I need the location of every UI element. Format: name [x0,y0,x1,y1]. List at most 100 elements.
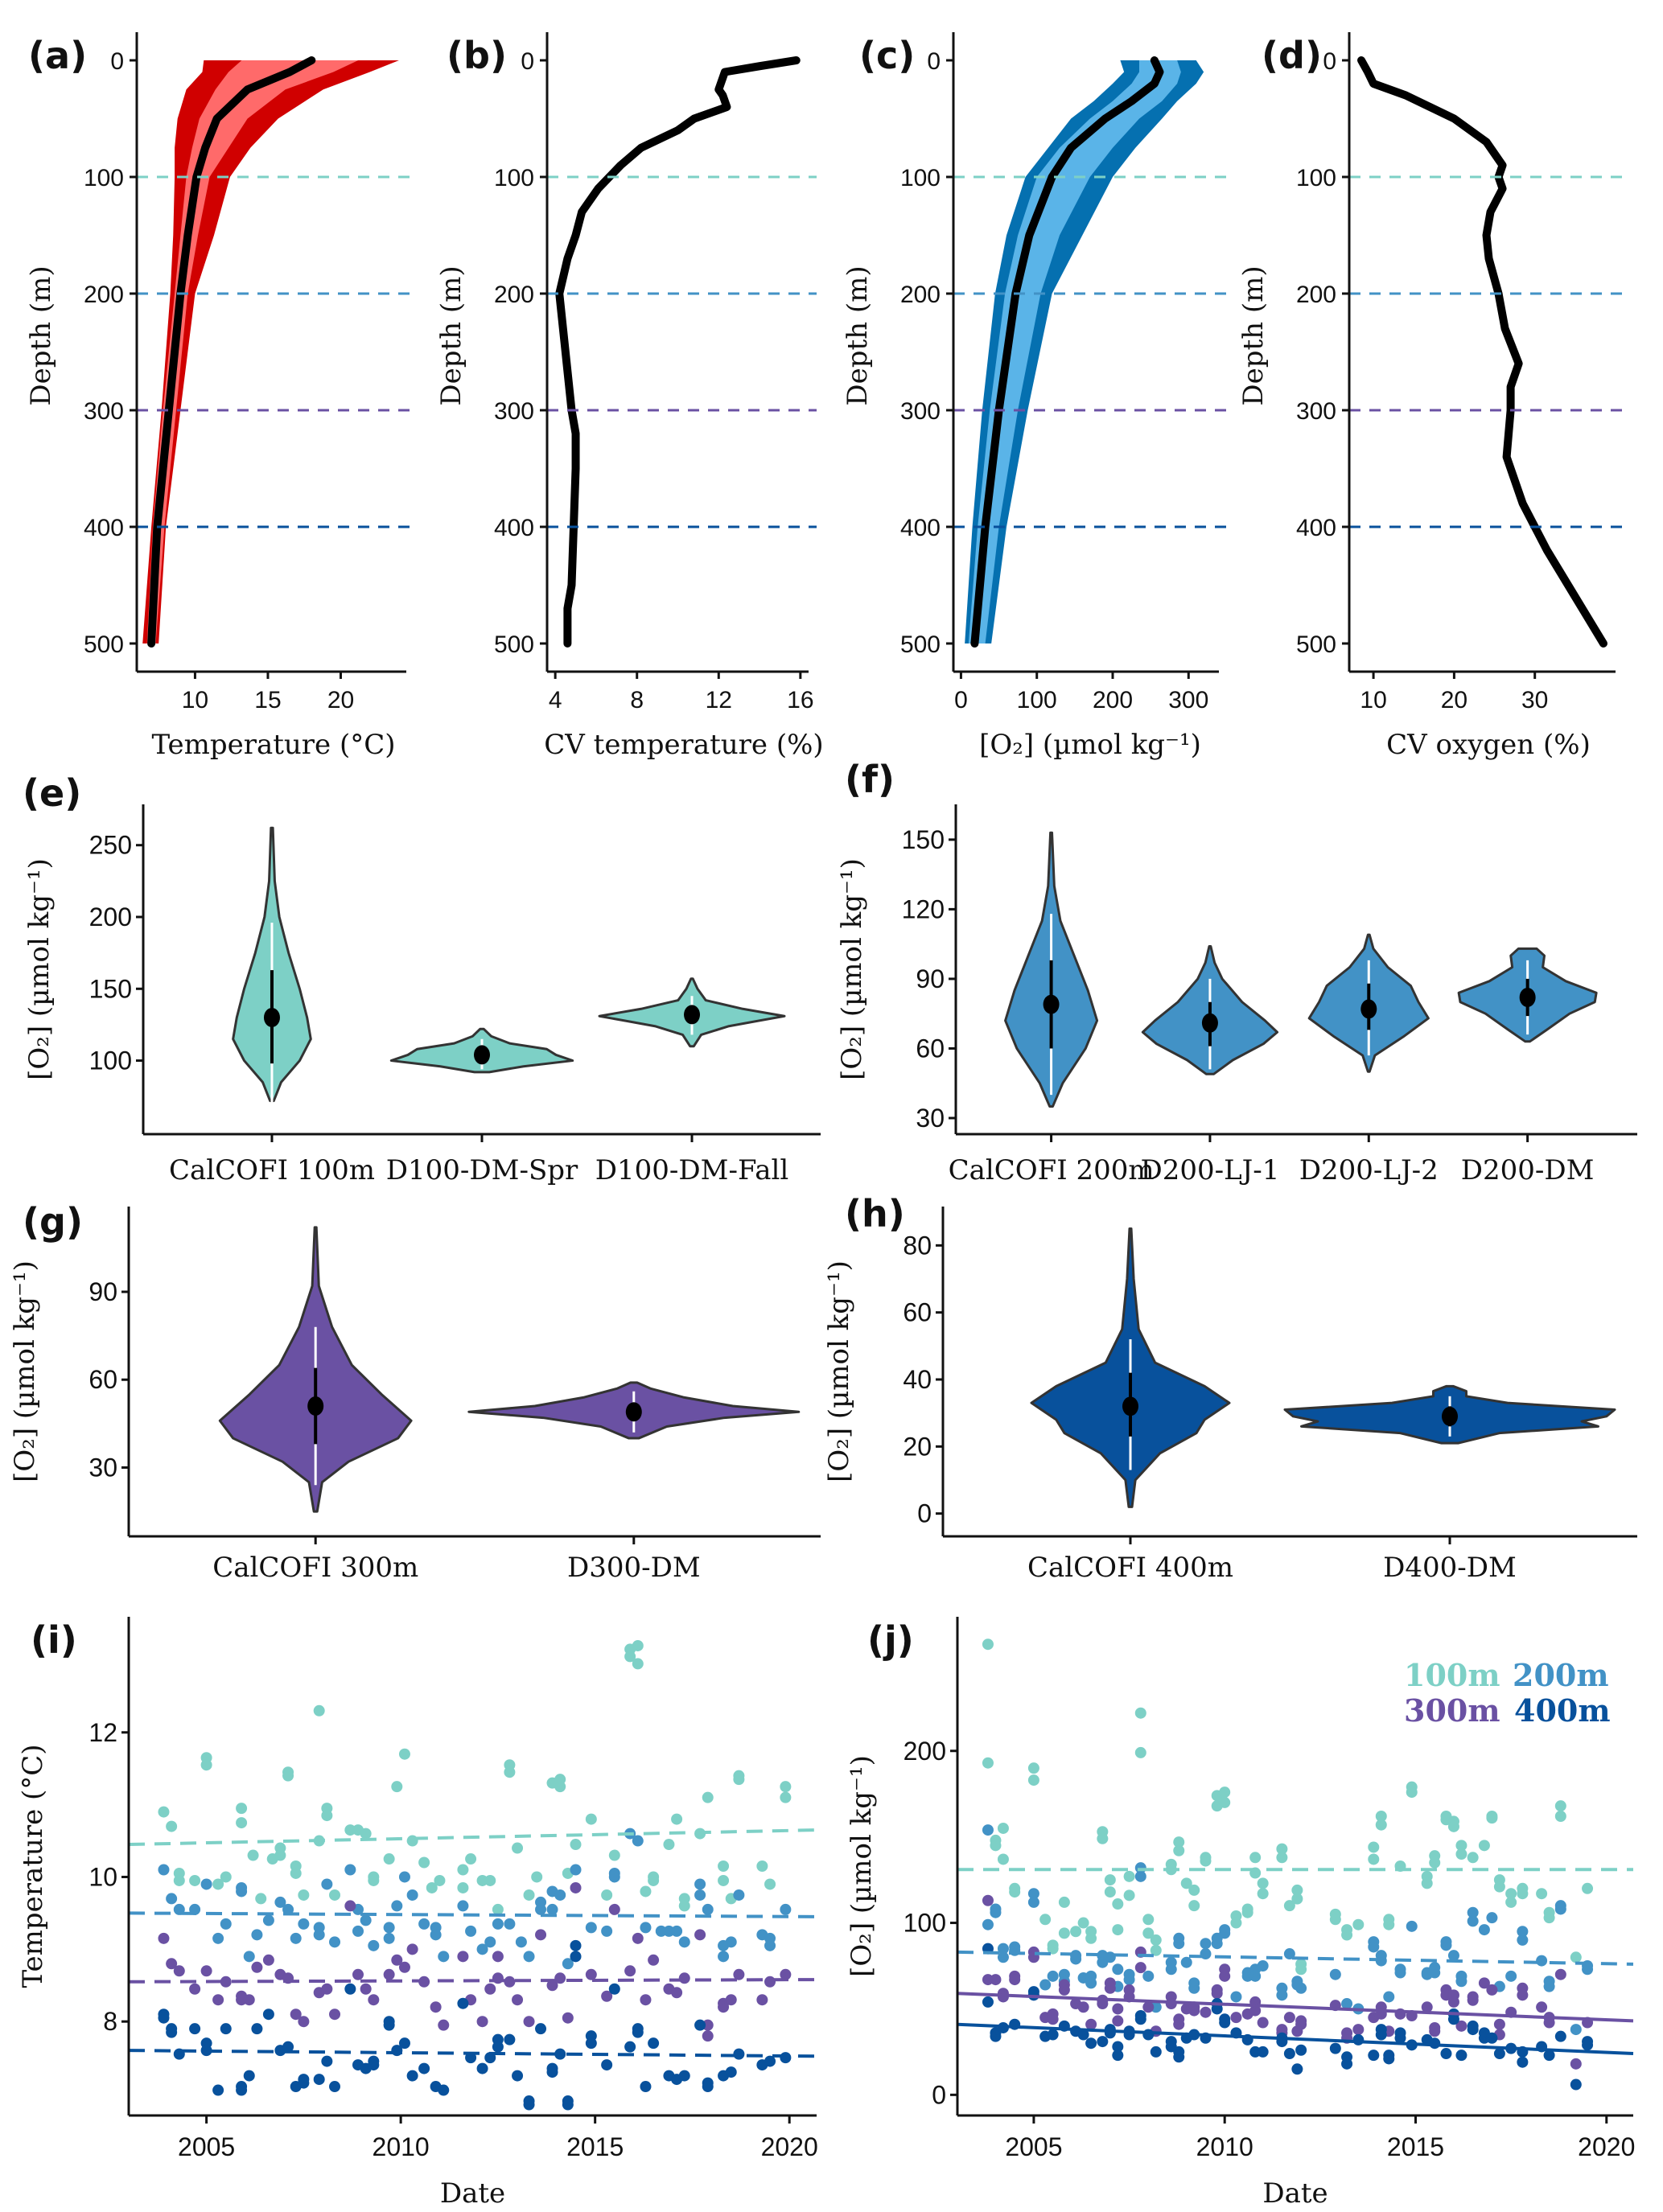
data-point [1276,1852,1288,1864]
data-point [313,1929,325,1941]
data-point [282,1903,294,1915]
data-point [329,1889,341,1901]
data-point [1329,2042,1341,2054]
data-point [733,1889,745,1901]
data-point [1173,2051,1185,2063]
category-label: D200-LJ-1 [1140,1154,1279,1186]
data-point [492,1903,504,1915]
data-point [1027,1762,1039,1774]
data-point [632,2026,644,2038]
data-point [702,1903,714,1915]
data-point [1455,1848,1467,1860]
data-point [531,1871,543,1883]
data-point [251,2023,263,2035]
y-tick-label: 300 [900,398,941,425]
y-tick-label: 400 [1296,515,1336,541]
y-tick-label: 8 [103,2007,117,2036]
outer-variability-band [965,60,1204,643]
data-point [733,1968,745,1980]
series-200m [982,1824,1594,2036]
data-point [1104,2027,1116,2039]
data-point [406,2070,418,2082]
data-point [608,1871,620,1883]
y-tick-label: 300 [1296,398,1336,425]
panel-label: (h) [845,1192,905,1236]
data-point [1241,1906,1253,1918]
data-point [1543,1980,1555,1992]
x-tick-label: 2010 [1196,2132,1253,2161]
data-point [212,1932,224,1944]
x-tick-label: 12 [706,687,732,713]
data-point [492,1918,504,1930]
trend-line-100m [128,1828,817,1847]
data-point [1543,2050,1555,2062]
data-point [1554,1903,1566,1915]
panel-e: (e) CalCOFI 100m D100-DM-Spr D100-DM-Fall 10… [23,771,821,1186]
data-point [173,1874,185,1886]
data-point [523,2099,535,2111]
data-point [1295,2044,1307,2056]
y-tick-label: 10 [89,1862,117,1891]
data-point [1009,1886,1021,1898]
data-point [632,1658,644,1670]
data-point [1219,2017,1231,2029]
data-point [1570,2058,1582,2070]
trend-line-400m [128,2049,817,2058]
data-point [1230,1991,1242,2003]
data-point [982,1757,994,1769]
data-point [1039,1979,1052,1991]
x-tick-label: 8 [630,687,644,713]
violin-calcofi-300m [218,1226,413,1513]
mean-profile-line [970,56,1164,648]
data-point [243,1994,255,2006]
data-point [1486,2032,1498,2044]
panel-a: (a) 0 100 200 300 400 500 10 15 20 Temperature (°C… [25,32,414,761]
data-point [648,1954,660,1966]
data-point [1554,1968,1566,1980]
data-point [997,1943,1009,1955]
data-point [655,1925,667,1937]
data-point [274,1896,286,1908]
data-point [585,1813,597,1825]
data-point [570,1839,582,1851]
data-point [1467,1994,1479,2006]
data-point [398,1961,410,1973]
data-point [1058,1927,1070,1939]
legend-entry-300m: 300m [1404,1692,1500,1729]
y-tick-label: 40 [903,1365,932,1394]
data-point [523,1951,535,1963]
y-tick-label: 100 [1296,165,1336,191]
data-point [1112,1924,1124,1936]
x-tick-label: 10 [1360,687,1386,713]
violin-d100-dm-fall [598,977,786,1048]
data-point [554,1972,566,1984]
x-tick-label: 4 [549,687,562,713]
data-point [678,1900,690,1912]
data-point [166,1820,178,1832]
data-point [663,1839,675,1851]
data-point [282,2041,294,2053]
data-point [546,2066,558,2078]
data-point [982,1638,994,1651]
median-point [625,1402,642,1422]
data-point [1047,2013,1059,2025]
data-point [391,1781,403,1793]
series-400m [158,1939,792,2111]
data-point [321,1983,333,1995]
data-point [1375,2029,1387,2041]
data-point [1554,2030,1566,2042]
data-point [438,1951,450,1963]
data-point [166,2026,178,2038]
data-point [1447,1996,1459,2008]
data-point [1447,1950,1459,1962]
data-point [1257,2017,1269,2029]
data-point [1134,1962,1146,1974]
data-point [1200,1938,1212,1950]
data-point [1173,1938,1185,1950]
data-point [1341,1929,1353,1941]
data-point [1085,2037,1097,2050]
data-point [780,2052,792,2064]
data-point [1097,1832,1109,1844]
data-point [1134,2013,1146,2025]
